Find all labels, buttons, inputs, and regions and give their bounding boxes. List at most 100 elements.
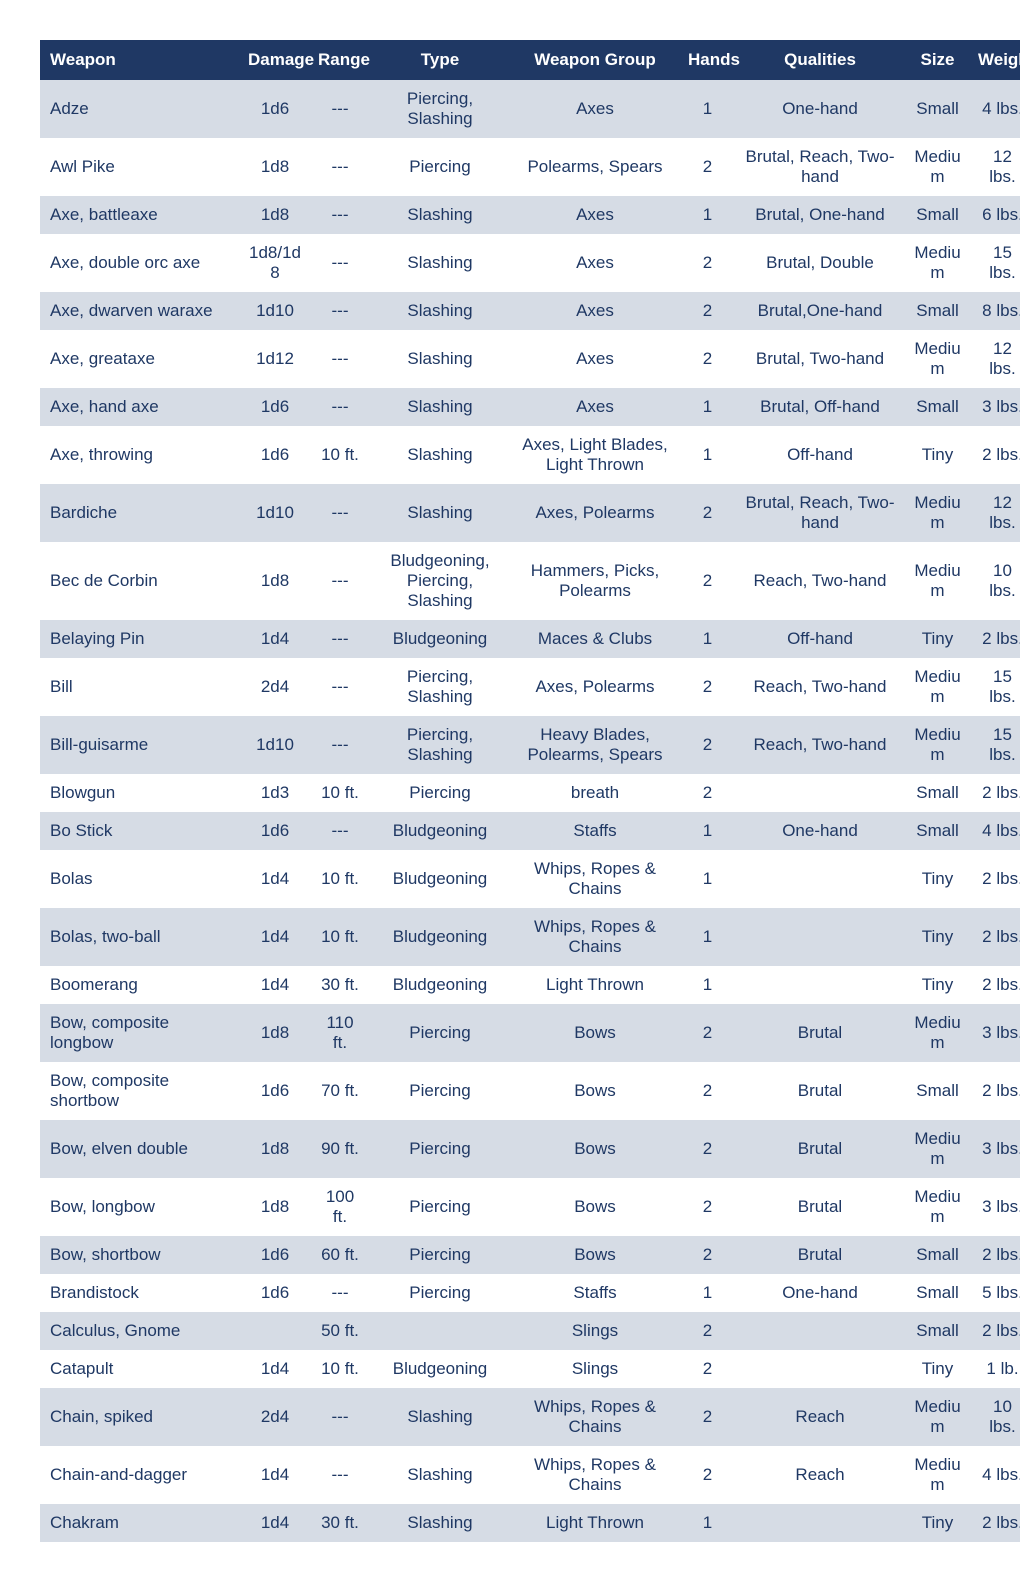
- cell-size: Small: [905, 1312, 970, 1350]
- cell-weight: 12 lbs.: [970, 138, 1020, 196]
- cell-weight: 1 lb.: [970, 1350, 1020, 1388]
- cell-hands: 1: [680, 850, 735, 908]
- cell-weight: 2 lbs.: [970, 426, 1020, 484]
- cell-size: Small: [905, 292, 970, 330]
- cell-group: Bows: [510, 1178, 680, 1236]
- cell-qual: Off-hand: [735, 620, 905, 658]
- cell-weapon: Catapult: [40, 1350, 240, 1388]
- cell-weight: 2 lbs.: [970, 1312, 1020, 1350]
- cell-group: Axes, Light Blades, Light Thrown: [510, 426, 680, 484]
- cell-weight: 3 lbs.: [970, 1178, 1020, 1236]
- cell-weapon: Bow, longbow: [40, 1178, 240, 1236]
- cell-damage: 1d12: [240, 330, 310, 388]
- cell-hands: 1: [680, 388, 735, 426]
- table-row: Bardiche1d10---SlashingAxes, Polearms2Br…: [40, 484, 1020, 542]
- cell-size: Small: [905, 812, 970, 850]
- cell-hands: 2: [680, 1312, 735, 1350]
- cell-type: Piercing, Slashing: [370, 716, 510, 774]
- cell-group: Staffs: [510, 812, 680, 850]
- table-row: Bow, elven double1d890 ft.PiercingBows2B…: [40, 1120, 1020, 1178]
- cell-qual: Brutal: [735, 1004, 905, 1062]
- cell-range: ---: [310, 542, 370, 620]
- cell-weapon: Axe, throwing: [40, 426, 240, 484]
- cell-weapon: Bow, composite longbow: [40, 1004, 240, 1062]
- cell-size: Small: [905, 1062, 970, 1120]
- cell-qual: One-hand: [735, 812, 905, 850]
- cell-size: Tiny: [905, 850, 970, 908]
- cell-range: 70 ft.: [310, 1062, 370, 1120]
- cell-weight: 12 lbs.: [970, 330, 1020, 388]
- cell-weapon: Calculus, Gnome: [40, 1312, 240, 1350]
- cell-range: ---: [310, 330, 370, 388]
- cell-group: Axes: [510, 196, 680, 234]
- cell-size: Small: [905, 80, 970, 138]
- cell-range: ---: [310, 812, 370, 850]
- cell-type: Slashing: [370, 330, 510, 388]
- cell-weight: 2 lbs.: [970, 850, 1020, 908]
- table-row: Bec de Corbin1d8---Bludgeoning, Piercing…: [40, 542, 1020, 620]
- cell-weight: 4 lbs.: [970, 1446, 1020, 1504]
- table-row: Chain-and-dagger1d4---SlashingWhips, Rop…: [40, 1446, 1020, 1504]
- col-header-range: Range: [310, 40, 370, 80]
- cell-hands: 2: [680, 234, 735, 292]
- cell-qual: Brutal,One-hand: [735, 292, 905, 330]
- cell-weight: 2 lbs.: [970, 1062, 1020, 1120]
- cell-size: Medium: [905, 1120, 970, 1178]
- cell-hands: 2: [680, 1062, 735, 1120]
- cell-range: ---: [310, 620, 370, 658]
- cell-qual: Brutal, Off-hand: [735, 388, 905, 426]
- cell-weight: 2 lbs.: [970, 908, 1020, 966]
- table-row: Bolas1d410 ft.BludgeoningWhips, Ropes & …: [40, 850, 1020, 908]
- cell-hands: 1: [680, 1504, 735, 1542]
- cell-group: Light Thrown: [510, 1504, 680, 1542]
- cell-damage: [240, 1312, 310, 1350]
- cell-group: Light Thrown: [510, 966, 680, 1004]
- cell-range: 60 ft.: [310, 1236, 370, 1274]
- cell-size: Medium: [905, 716, 970, 774]
- table-row: Bill-guisarme1d10---Piercing, SlashingHe…: [40, 716, 1020, 774]
- cell-qual: [735, 850, 905, 908]
- cell-weapon: Brandistock: [40, 1274, 240, 1312]
- cell-weapon: Bec de Corbin: [40, 542, 240, 620]
- cell-weight: 15 lbs.: [970, 658, 1020, 716]
- cell-damage: 1d6: [240, 80, 310, 138]
- cell-size: Medium: [905, 1004, 970, 1062]
- table-row: Belaying Pin1d4---BludgeoningMaces & Clu…: [40, 620, 1020, 658]
- cell-weapon: Chakram: [40, 1504, 240, 1542]
- cell-group: Whips, Ropes & Chains: [510, 1446, 680, 1504]
- cell-damage: 1d4: [240, 1350, 310, 1388]
- cell-size: Medium: [905, 234, 970, 292]
- cell-group: Heavy Blades, Polearms, Spears: [510, 716, 680, 774]
- cell-qual: [735, 1504, 905, 1542]
- cell-range: ---: [310, 80, 370, 138]
- cell-type: Slashing: [370, 1504, 510, 1542]
- cell-group: breath: [510, 774, 680, 812]
- table-row: Bow, composite shortbow1d670 ft.Piercing…: [40, 1062, 1020, 1120]
- cell-range: 110 ft.: [310, 1004, 370, 1062]
- cell-group: Axes: [510, 292, 680, 330]
- cell-range: 10 ft.: [310, 850, 370, 908]
- cell-weight: 6 lbs.: [970, 196, 1020, 234]
- cell-range: 10 ft.: [310, 908, 370, 966]
- cell-range: 10 ft.: [310, 426, 370, 484]
- cell-type: Piercing: [370, 1004, 510, 1062]
- cell-hands: 1: [680, 426, 735, 484]
- cell-weight: 3 lbs.: [970, 388, 1020, 426]
- cell-qual: Brutal: [735, 1236, 905, 1274]
- cell-weight: 3 lbs.: [970, 1004, 1020, 1062]
- cell-qual: Brutal, One-hand: [735, 196, 905, 234]
- cell-type: [370, 1312, 510, 1350]
- cell-range: ---: [310, 234, 370, 292]
- cell-group: Axes: [510, 388, 680, 426]
- cell-group: Whips, Ropes & Chains: [510, 908, 680, 966]
- cell-type: Bludgeoning: [370, 850, 510, 908]
- cell-range: ---: [310, 716, 370, 774]
- cell-damage: 1d6: [240, 1236, 310, 1274]
- cell-hands: 2: [680, 330, 735, 388]
- cell-damage: 1d8: [240, 1178, 310, 1236]
- col-header-group: Weapon Group: [510, 40, 680, 80]
- cell-hands: 2: [680, 1446, 735, 1504]
- cell-type: Slashing: [370, 1388, 510, 1446]
- cell-weight: 10 lbs.: [970, 1388, 1020, 1446]
- table-row: Brandistock1d6---PiercingStaffs1One-hand…: [40, 1274, 1020, 1312]
